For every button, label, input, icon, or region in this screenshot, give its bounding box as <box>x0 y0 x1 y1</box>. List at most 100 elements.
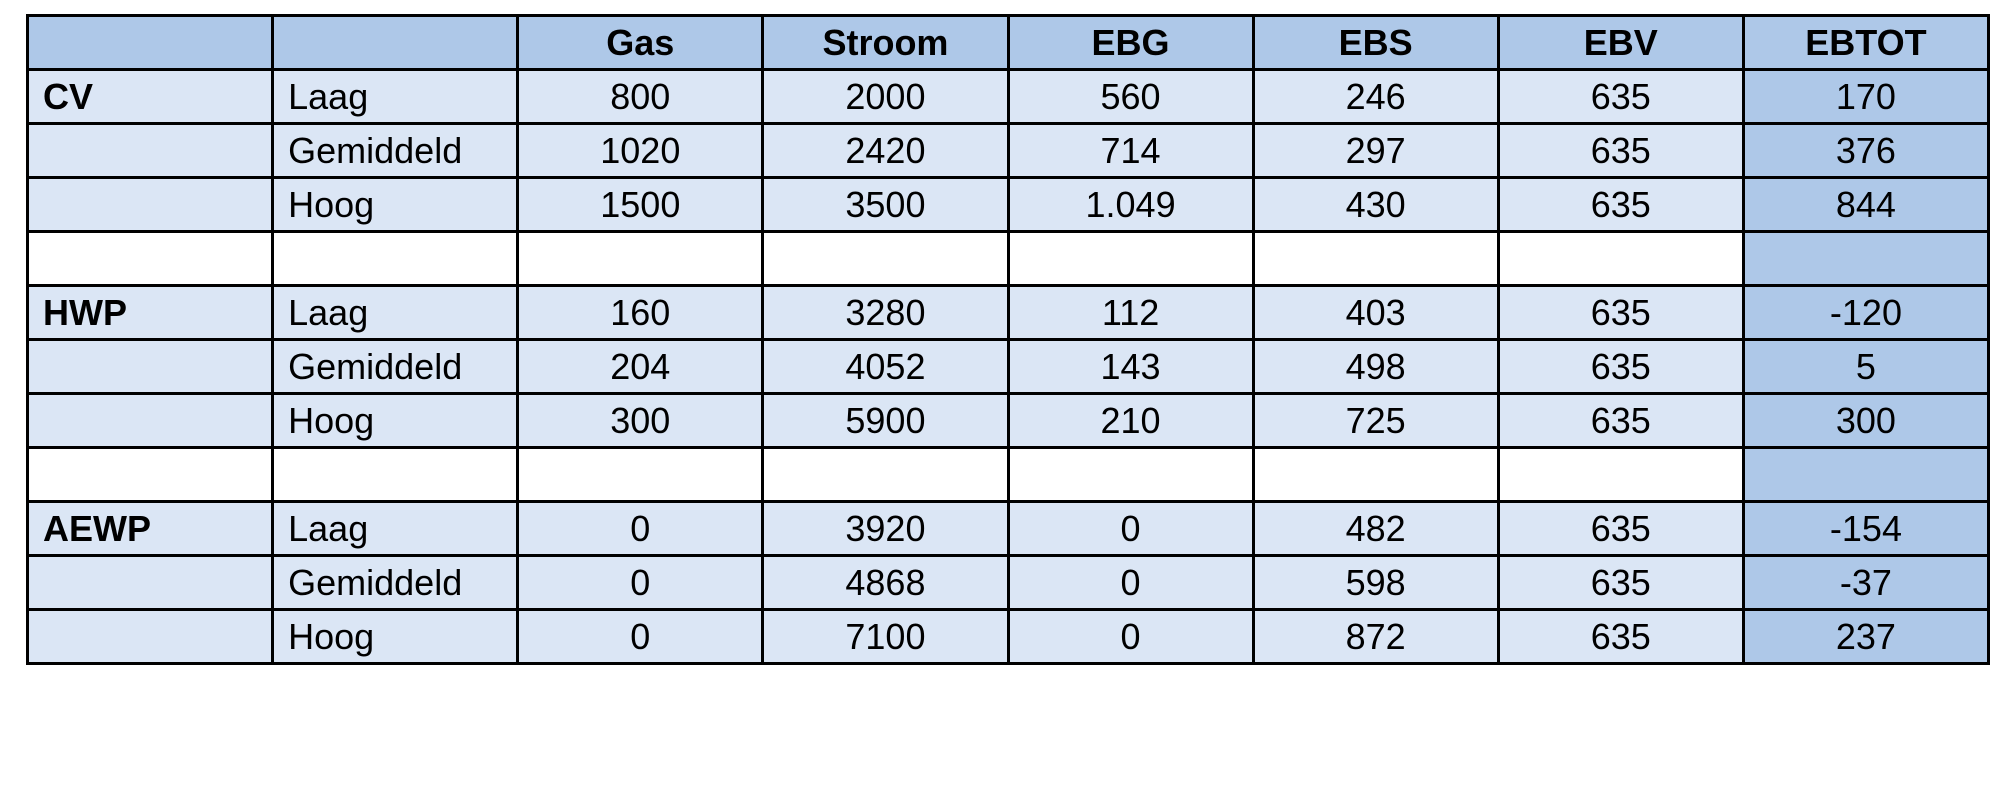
group-label <box>25 608 275 665</box>
value-cell: 635 <box>1496 338 1745 395</box>
table-row: AEWP Laag 0 3920 0 482 635 -154 <box>25 500 1991 557</box>
empty-cell <box>1496 230 1745 287</box>
value-cell: 635 <box>1496 122 1745 179</box>
value-cell: 0 <box>516 500 765 557</box>
total-cell: -37 <box>1741 554 1991 611</box>
column-header: EBTOT <box>1741 14 1991 71</box>
column-header: EBG <box>1006 14 1255 71</box>
value-cell: 0 <box>516 608 765 665</box>
table-row: Gemiddeld 1020 2420 714 297 635 376 <box>25 122 1991 179</box>
column-header: Gas <box>516 14 765 71</box>
value-cell: 0 <box>1006 500 1255 557</box>
value-cell: 498 <box>1251 338 1500 395</box>
column-header <box>271 14 520 71</box>
empty-cell <box>516 230 765 287</box>
value-cell: 635 <box>1496 500 1745 557</box>
value-cell: 297 <box>1251 122 1500 179</box>
value-cell: 4052 <box>761 338 1010 395</box>
group-label: HWP <box>25 284 275 341</box>
value-cell: 3280 <box>761 284 1010 341</box>
table-row: Hoog 300 5900 210 725 635 300 <box>25 392 1991 449</box>
value-cell: 4868 <box>761 554 1010 611</box>
table-row: Gemiddeld 204 4052 143 498 635 5 <box>25 338 1991 395</box>
group-label: AEWP <box>25 500 275 557</box>
empty-cell <box>271 230 520 287</box>
header-row: Gas Stroom EBG EBS EBV EBTOT <box>25 14 1991 71</box>
empty-cell <box>1741 446 1991 503</box>
table-row: CV Laag 800 2000 560 246 635 170 <box>25 68 1991 125</box>
value-cell: 1020 <box>516 122 765 179</box>
value-cell: 1500 <box>516 176 765 233</box>
value-cell: 112 <box>1006 284 1255 341</box>
value-cell: 872 <box>1251 608 1500 665</box>
empty-cell <box>25 446 275 503</box>
empty-cell <box>1006 230 1255 287</box>
empty-cell <box>1741 230 1991 287</box>
level-label: Gemiddeld <box>271 338 520 395</box>
value-cell: 714 <box>1006 122 1255 179</box>
total-cell: 300 <box>1741 392 1991 449</box>
total-cell: 237 <box>1741 608 1991 665</box>
value-cell: 635 <box>1496 554 1745 611</box>
value-cell: 635 <box>1496 608 1745 665</box>
spacer-row <box>25 230 1991 287</box>
level-label: Laag <box>271 500 520 557</box>
value-cell: 635 <box>1496 176 1745 233</box>
value-cell: 635 <box>1496 284 1745 341</box>
total-cell: 5 <box>1741 338 1991 395</box>
column-header: Stroom <box>761 14 1010 71</box>
value-cell: 7100 <box>761 608 1010 665</box>
level-label: Gemiddeld <box>271 554 520 611</box>
empty-cell <box>1496 446 1745 503</box>
table-row: Hoog 1500 3500 1.049 430 635 844 <box>25 176 1991 233</box>
empty-cell <box>1251 230 1500 287</box>
value-cell: 0 <box>1006 554 1255 611</box>
value-cell: 403 <box>1251 284 1500 341</box>
empty-cell <box>516 446 765 503</box>
total-cell: 844 <box>1741 176 1991 233</box>
value-cell: 598 <box>1251 554 1500 611</box>
value-cell: 160 <box>516 284 765 341</box>
empty-cell <box>1251 446 1500 503</box>
spacer-row <box>25 446 1991 503</box>
value-cell: 3500 <box>761 176 1010 233</box>
total-cell: 170 <box>1741 68 1991 125</box>
empty-cell <box>25 230 275 287</box>
empty-cell <box>761 446 1010 503</box>
total-cell: 376 <box>1741 122 1991 179</box>
empty-cell <box>761 230 1010 287</box>
empty-cell <box>271 446 520 503</box>
group-label <box>25 554 275 611</box>
value-cell: 635 <box>1496 68 1745 125</box>
group-label <box>25 392 275 449</box>
table-row: Gemiddeld 0 4868 0 598 635 -37 <box>25 554 1991 611</box>
group-label <box>25 176 275 233</box>
value-cell: 2420 <box>761 122 1010 179</box>
value-cell: 2000 <box>761 68 1010 125</box>
group-label <box>25 122 275 179</box>
empty-cell <box>1006 446 1255 503</box>
value-cell: 0 <box>1006 608 1255 665</box>
value-cell: 635 <box>1496 392 1745 449</box>
total-cell: -120 <box>1741 284 1991 341</box>
value-cell: 204 <box>516 338 765 395</box>
value-cell: 560 <box>1006 68 1255 125</box>
column-header <box>25 14 275 71</box>
table-row: HWP Laag 160 3280 112 403 635 -120 <box>25 284 1991 341</box>
level-label: Laag <box>271 284 520 341</box>
value-cell: 482 <box>1251 500 1500 557</box>
value-cell: 800 <box>516 68 765 125</box>
level-label: Hoog <box>271 392 520 449</box>
group-label <box>25 338 275 395</box>
level-label: Hoog <box>271 176 520 233</box>
table-row: Hoog 0 7100 0 872 635 237 <box>25 608 1991 665</box>
column-header: EBS <box>1251 14 1500 71</box>
value-cell: 725 <box>1251 392 1500 449</box>
energy-cost-table: Gas Stroom EBG EBS EBV EBTOT CV Laag 800 2000 560… <box>25 14 1991 665</box>
value-cell: 5900 <box>761 392 1010 449</box>
level-label: Laag <box>271 68 520 125</box>
value-cell: 300 <box>516 392 765 449</box>
value-cell: 143 <box>1006 338 1255 395</box>
total-cell: -154 <box>1741 500 1991 557</box>
value-cell: 210 <box>1006 392 1255 449</box>
